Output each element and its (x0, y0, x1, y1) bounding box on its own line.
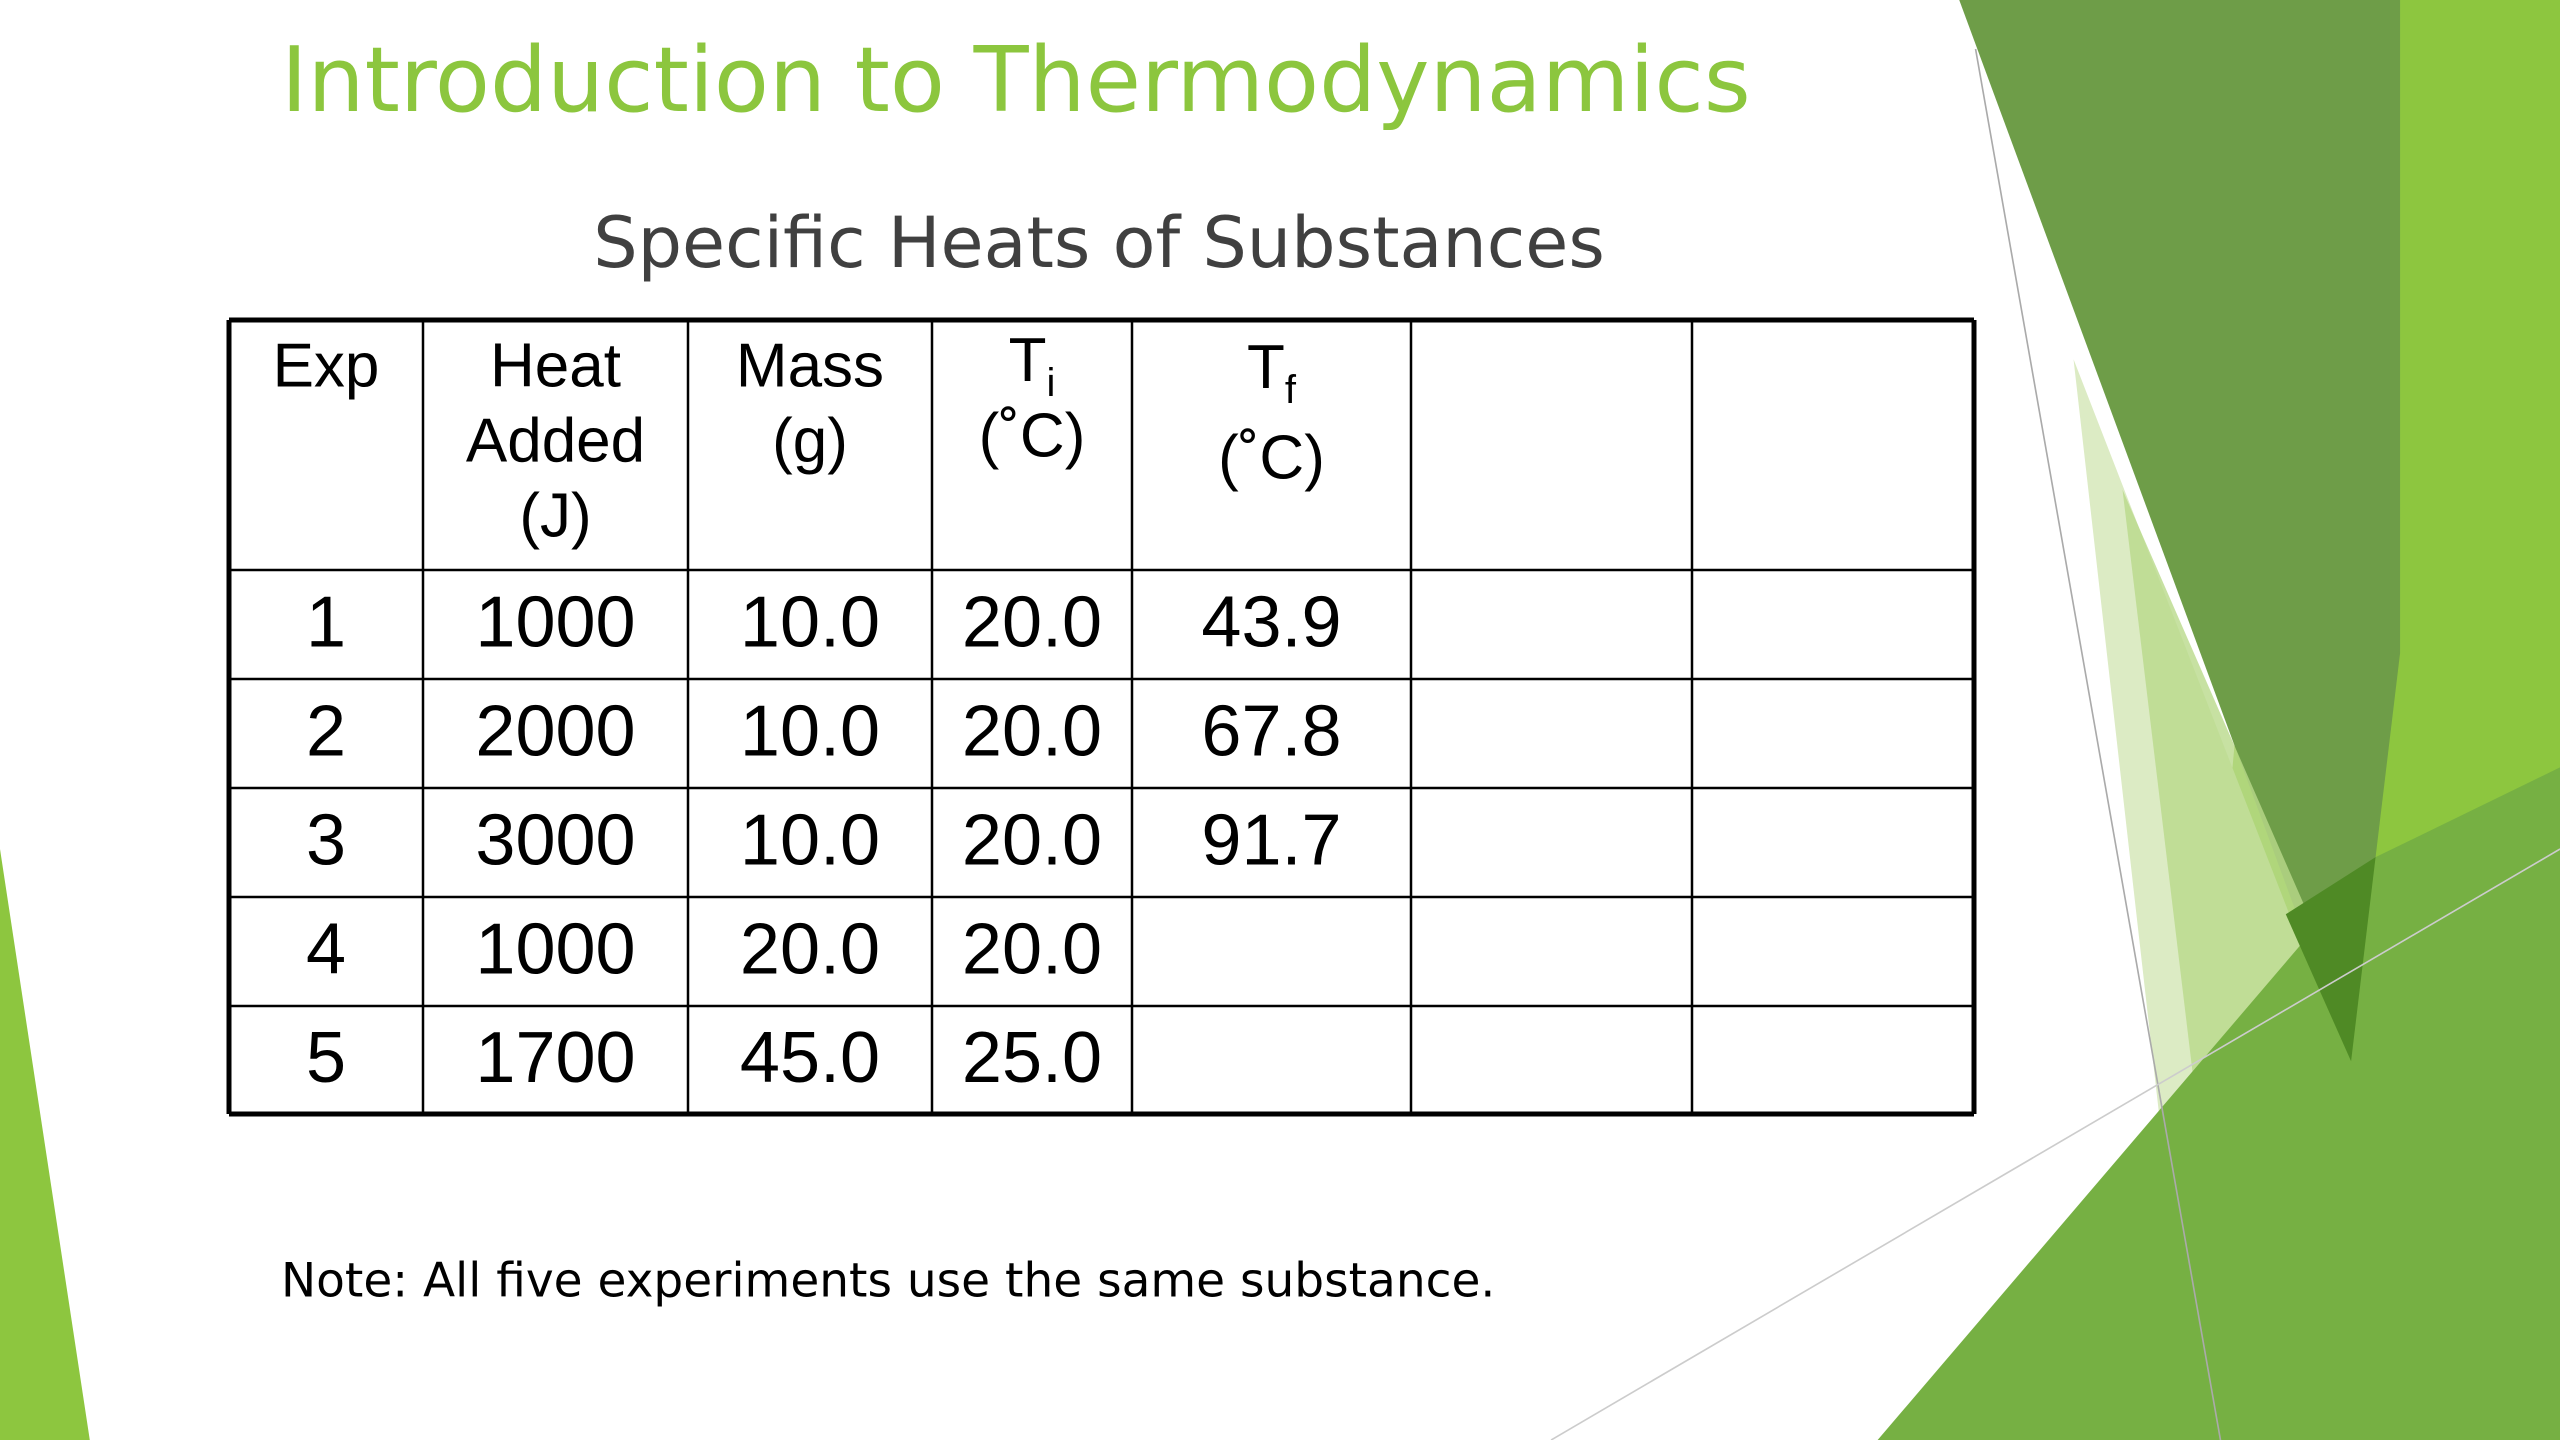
header-cell: Mass (736, 331, 884, 400)
table-cell: 1000 (475, 583, 635, 663)
table-cell: 1000 (475, 910, 635, 990)
header-subscript: i (1046, 361, 1055, 405)
header-cell: (g) (772, 406, 848, 475)
deco-line (1974, 48, 2222, 1440)
table-cell: 3 (306, 801, 346, 881)
header-cell: Tf (1247, 333, 1297, 411)
table-cell: 2 (306, 692, 346, 772)
table-cell: 3000 (475, 801, 635, 881)
table-cell: 1700 (475, 1018, 635, 1098)
deco-line (1550, 848, 2560, 1440)
header-cell: Added (466, 406, 645, 475)
table-cell: 20.0 (962, 692, 1102, 772)
table-cell: 10.0 (740, 801, 880, 881)
deco-shape (2285, 857, 2376, 1062)
table-cell: 20.0 (962, 801, 1102, 881)
table-cell: 10.0 (740, 583, 880, 663)
header-subscript: f (1285, 368, 1297, 412)
table-title: Specific Heats of Substances (593, 202, 1605, 284)
table-cell: 20.0 (962, 910, 1102, 990)
slide-title: Introduction to Thermodynamics (281, 28, 1751, 133)
header-cell: (˚C) (1218, 423, 1325, 492)
header-symbol: T (1009, 326, 1047, 395)
table-cell: 91.7 (1201, 801, 1341, 881)
table-cell: 4 (306, 910, 346, 990)
deco-shape (1959, 0, 2401, 1062)
table-cell: 2000 (475, 692, 635, 772)
header-cell: Exp (273, 331, 380, 400)
table-cell: 67.8 (1201, 692, 1341, 772)
table-cell: 43.9 (1201, 583, 1341, 663)
deco-shape (1877, 767, 2560, 1440)
table-cell: 5 (306, 1018, 346, 1098)
deco-shape (0, 849, 90, 1440)
table-cell: 45.0 (740, 1018, 880, 1098)
header-cell: Heat (490, 331, 621, 400)
table-cell: 10.0 (740, 692, 880, 772)
header-cell: (J) (519, 481, 591, 550)
header-symbol: T (1247, 333, 1285, 402)
table-cell: 1 (306, 583, 346, 663)
table-cell: 20.0 (962, 583, 1102, 663)
table-cell: 25.0 (962, 1018, 1102, 1098)
note: Note: All five experiments use the same … (281, 1254, 1495, 1309)
table-cell: 20.0 (740, 910, 880, 990)
header-cell: (˚C) (979, 401, 1086, 470)
header-cell: Ti (1009, 326, 1056, 404)
